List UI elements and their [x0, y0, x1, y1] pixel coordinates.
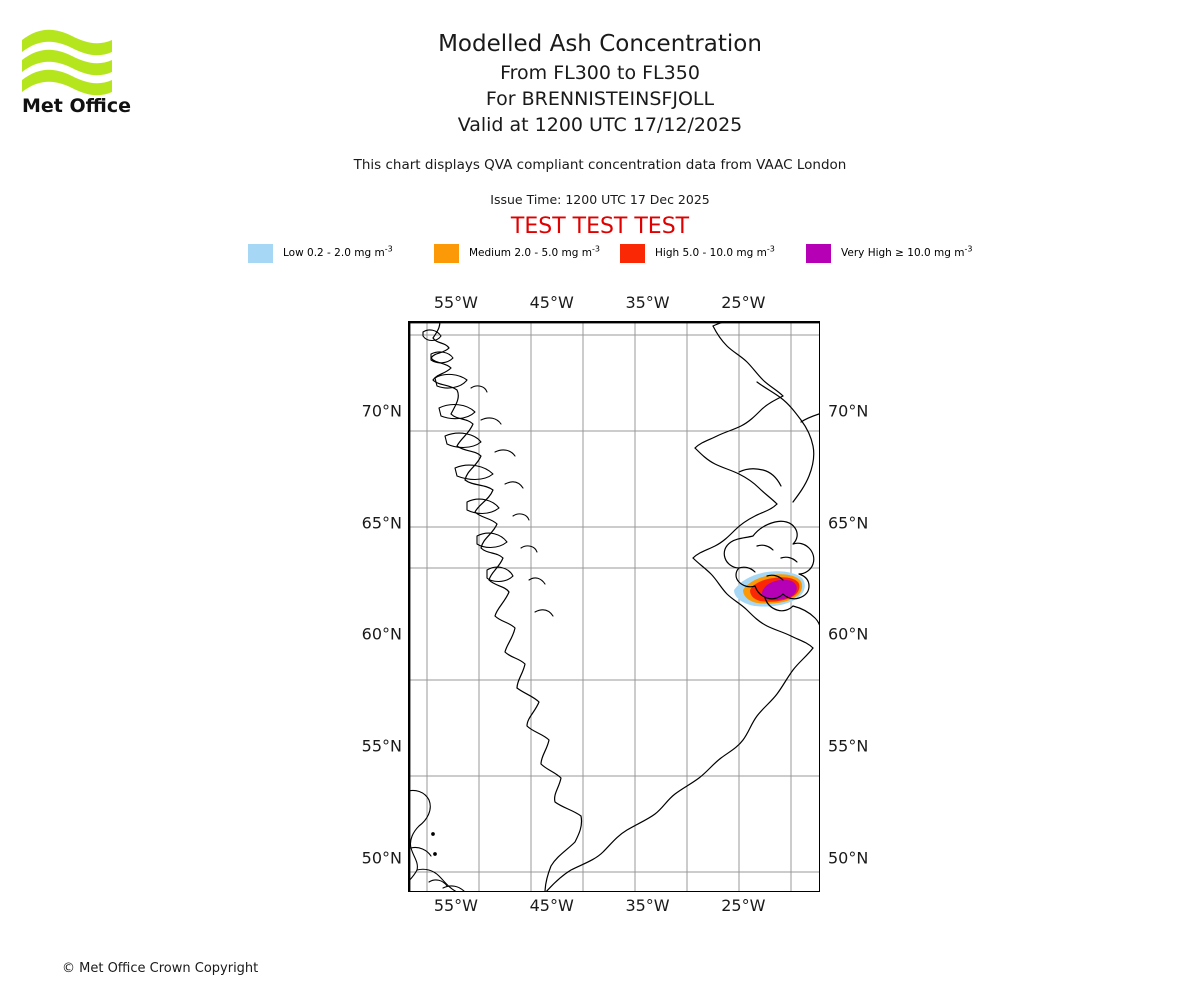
legend-label: High 5.0 - 10.0 mg m-3: [655, 244, 775, 259]
concentration-legend: Low 0.2 - 2.0 mg m-3 Medium 2.0 - 5.0 mg …: [248, 243, 988, 263]
lon-tick-top: 55°W: [433, 293, 478, 312]
issue-time: Issue Time: 1200 UTC 17 Dec 2025: [490, 192, 710, 207]
title-line-4: Valid at 1200 UTC 17/12/2025: [457, 114, 743, 136]
lat-tick-left: 65°N: [361, 513, 402, 533]
qva-note: This chart displays QVA compliant concen…: [353, 157, 847, 173]
ash-concentration-map: [408, 321, 820, 892]
greenland-islands: [422, 329, 554, 617]
met-office-logo: Met Office: [12, 22, 132, 114]
legend-swatch-icon: [620, 243, 645, 263]
legend-item-high: High 5.0 - 10.0 mg m-3: [620, 243, 775, 263]
lon-tick-bottom: 25°W: [721, 896, 766, 915]
legend-item-very-high: Very High ≥ 10.0 mg m-3: [806, 243, 972, 263]
greenland-coastline: [430, 322, 819, 891]
iceland-coastline: [723, 520, 819, 626]
legend-label: Very High ≥ 10.0 mg m-3: [841, 244, 973, 259]
lat-tick-left: 50°N: [361, 848, 402, 868]
lat-tick-right: 70°N: [828, 401, 869, 421]
legend-item-low: Low 0.2 - 2.0 mg m-3: [248, 243, 393, 263]
legend-label: Low 0.2 - 2.0 mg m-3: [283, 244, 393, 259]
legend-swatch-icon: [248, 243, 273, 263]
page-title: Modelled Ash Concentration From FL300 to…: [0, 28, 1200, 138]
logo-wordmark: Met Office: [22, 95, 131, 114]
lat-tick-left: 70°N: [361, 401, 402, 421]
map-frame: [408, 321, 820, 892]
legend-label: Medium 2.0 - 5.0 mg m-3: [469, 244, 600, 259]
plume-contour-very-high: [762, 579, 797, 600]
labrador-coastline: [409, 789, 465, 891]
lat-tick-right: 55°N: [828, 736, 869, 756]
lat-tick-right: 60°N: [828, 624, 869, 644]
lat-tick-right: 50°N: [828, 848, 869, 868]
lat-tick-left: 55°N: [361, 736, 402, 756]
title-line-1: Modelled Ash Concentration: [438, 31, 762, 57]
map-gridlines: [409, 322, 819, 891]
lon-tick-bottom: 35°W: [625, 896, 670, 915]
lon-tick-top: 25°W: [721, 293, 766, 312]
lon-tick-bottom: 45°W: [529, 896, 574, 915]
legend-item-medium: Medium 2.0 - 5.0 mg m-3: [434, 243, 600, 263]
lon-tick-top: 45°W: [529, 293, 574, 312]
ash-plume: [734, 571, 805, 607]
logo-waves: [22, 29, 112, 96]
lat-tick-left: 60°N: [361, 624, 402, 644]
lon-tick-top: 35°W: [625, 293, 670, 312]
title-line-2: From FL300 to FL350: [500, 62, 700, 84]
title-line-3: For BRENNISTEINSFJOLL: [485, 88, 715, 110]
lat-tick-right: 65°N: [828, 513, 869, 533]
legend-swatch-icon: [434, 243, 459, 263]
legend-swatch-icon: [806, 243, 831, 263]
test-banner: TEST TEST TEST: [510, 214, 690, 239]
lon-tick-bottom: 55°W: [433, 896, 478, 915]
copyright-notice: © Met Office Crown Copyright: [62, 961, 259, 976]
